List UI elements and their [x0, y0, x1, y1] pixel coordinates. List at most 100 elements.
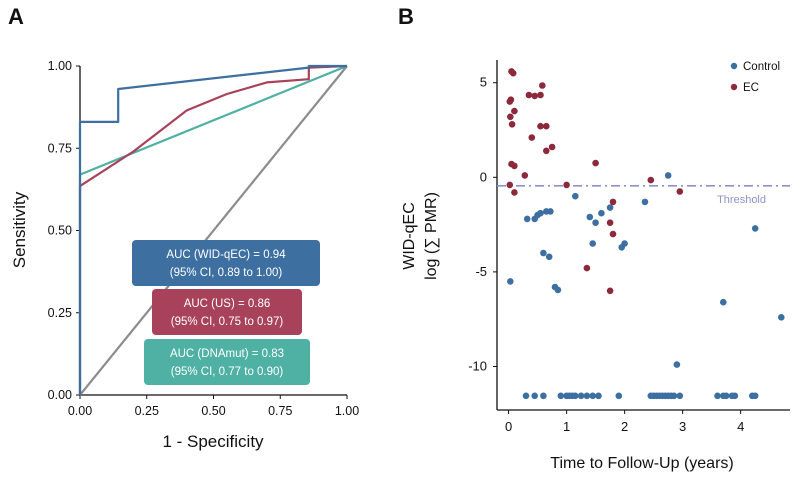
auc-box-wid-qec-line2: (95% CI, 0.89 to 1.00) — [170, 267, 283, 279]
scatter-x-tick-label: 1 — [563, 419, 570, 434]
ec-point — [521, 172, 529, 179]
roc-y-tick-label: 1.00 — [48, 59, 72, 73]
legend-ec-marker — [730, 83, 738, 91]
control-point — [577, 392, 585, 400]
scatter-x-tick-label: 0 — [505, 419, 512, 434]
roc-y-tick-label: 0.00 — [48, 388, 72, 402]
ec-point — [511, 189, 518, 196]
auc-box-us: AUC (US) = 0.86 (95% CI, 0.75 to 0.97) — [152, 289, 302, 335]
control-point — [523, 215, 531, 223]
roc-x-tick-label: 1.00 — [335, 404, 359, 418]
control-point — [751, 392, 759, 400]
ec-point — [543, 147, 550, 155]
control-point — [722, 392, 730, 400]
roc-y-tick-label: 0.25 — [48, 306, 72, 320]
scatter-y-tick-label: -10 — [468, 358, 487, 373]
control-point — [583, 392, 591, 400]
auc-box-dnamut-bg — [144, 339, 310, 385]
roc-y-tick-label: 0.75 — [48, 141, 72, 155]
control-point — [547, 208, 554, 215]
control-point — [595, 392, 602, 400]
ec-point — [548, 143, 556, 151]
control-point — [621, 240, 628, 247]
control-point — [606, 204, 614, 211]
control-point — [673, 361, 681, 368]
legend-control-label: Control — [743, 61, 780, 73]
roc-line-wid-qec — [78, 64, 347, 395]
legend-control-marker — [730, 62, 738, 70]
roc-line-us — [78, 64, 348, 395]
auc-box-dnamut-line2: (95% CI, 0.77 to 0.90) — [171, 366, 284, 378]
ec-point — [508, 121, 516, 128]
roc-y-axis-label: Sensitivity — [10, 191, 29, 268]
ec-point — [606, 219, 614, 226]
ec-point — [676, 188, 684, 195]
control-point — [589, 392, 596, 400]
panel-b-letter: B — [398, 4, 414, 29]
roc-line-reference — [79, 65, 348, 396]
control-point — [641, 198, 649, 206]
roc-chart: 0.00 0.25 0.50 0.75 1.00 0.00 0.25 0.50 0.75 1.00… — [10, 59, 359, 451]
control-point — [714, 392, 721, 400]
control-point — [731, 392, 739, 400]
scatter-y-tick-label: -5 — [475, 264, 487, 279]
control-point — [670, 392, 678, 400]
auc-box-us-bg — [152, 289, 302, 335]
ec-point — [647, 176, 655, 184]
ec-point — [609, 198, 617, 206]
panel-a-letter: A — [8, 4, 24, 29]
control-point — [507, 278, 514, 285]
ec-point — [506, 181, 514, 189]
roc-x-tick-label: 0.00 — [68, 404, 92, 418]
ec-point — [531, 92, 538, 100]
control-point — [586, 213, 594, 221]
auc-box-wid-qec-line1: AUC (WID-qEC) = 0.94 — [166, 249, 286, 261]
control-point — [589, 240, 596, 247]
scatter-x-tick-label: 2 — [621, 419, 628, 434]
control-point — [615, 392, 623, 400]
control-point — [592, 219, 599, 226]
ec-point — [509, 69, 517, 77]
scatter-legend: Control EC — [730, 61, 780, 94]
ec-point — [609, 230, 617, 238]
threshold-label: Threshold — [717, 194, 766, 206]
control-point — [537, 209, 544, 217]
control-point — [540, 392, 547, 400]
auc-box-dnamut: AUC (DNAmut) = 0.83 (95% CI, 0.77 to 0.9… — [144, 339, 310, 385]
control-point — [557, 392, 565, 400]
scatter-y-tick-label: 0 — [480, 169, 487, 184]
control-point — [531, 392, 538, 400]
control-point — [598, 209, 605, 217]
auc-box-dnamut-line1: AUC (DNAmut) = 0.83 — [170, 348, 284, 360]
ec-point — [511, 162, 518, 170]
roc-y-tick-label: 0.50 — [48, 224, 72, 238]
ec-point — [592, 159, 599, 167]
auc-box-us-line1: AUC (US) = 0.86 — [184, 298, 271, 310]
roc-x-tick-label: 0.50 — [201, 404, 225, 418]
control-point — [572, 392, 579, 400]
control-point — [664, 172, 672, 179]
ec-point — [606, 287, 614, 295]
ec-point — [507, 113, 514, 121]
roc-x-tick-label: 0.25 — [135, 404, 159, 418]
ec-point — [563, 181, 570, 189]
ec-point — [507, 96, 515, 103]
control-point — [545, 253, 553, 261]
auc-box-wid-qec: AUC (WID-qEC) = 0.94 (95% CI, 0.89 to 1.… — [132, 240, 320, 286]
control-point — [751, 225, 759, 232]
auc-box-us-line2: (95% CI, 0.75 to 0.97) — [171, 316, 284, 328]
control-point — [572, 192, 579, 200]
control-point — [720, 298, 727, 306]
legend-ec-label: EC — [743, 82, 759, 94]
scatter-x-tick-label: 3 — [679, 419, 686, 434]
scatter-chart: 0 1 2 3 4 5 0 -5 -10 Threshold Control EC Time t… — [401, 60, 790, 472]
ec-point — [525, 91, 533, 99]
control-point — [522, 392, 530, 400]
control-point — [540, 249, 547, 257]
ec-point — [528, 134, 536, 141]
ec-point — [543, 122, 550, 130]
ec-point — [537, 122, 544, 130]
control-point — [778, 314, 785, 321]
ec-point — [511, 107, 518, 115]
